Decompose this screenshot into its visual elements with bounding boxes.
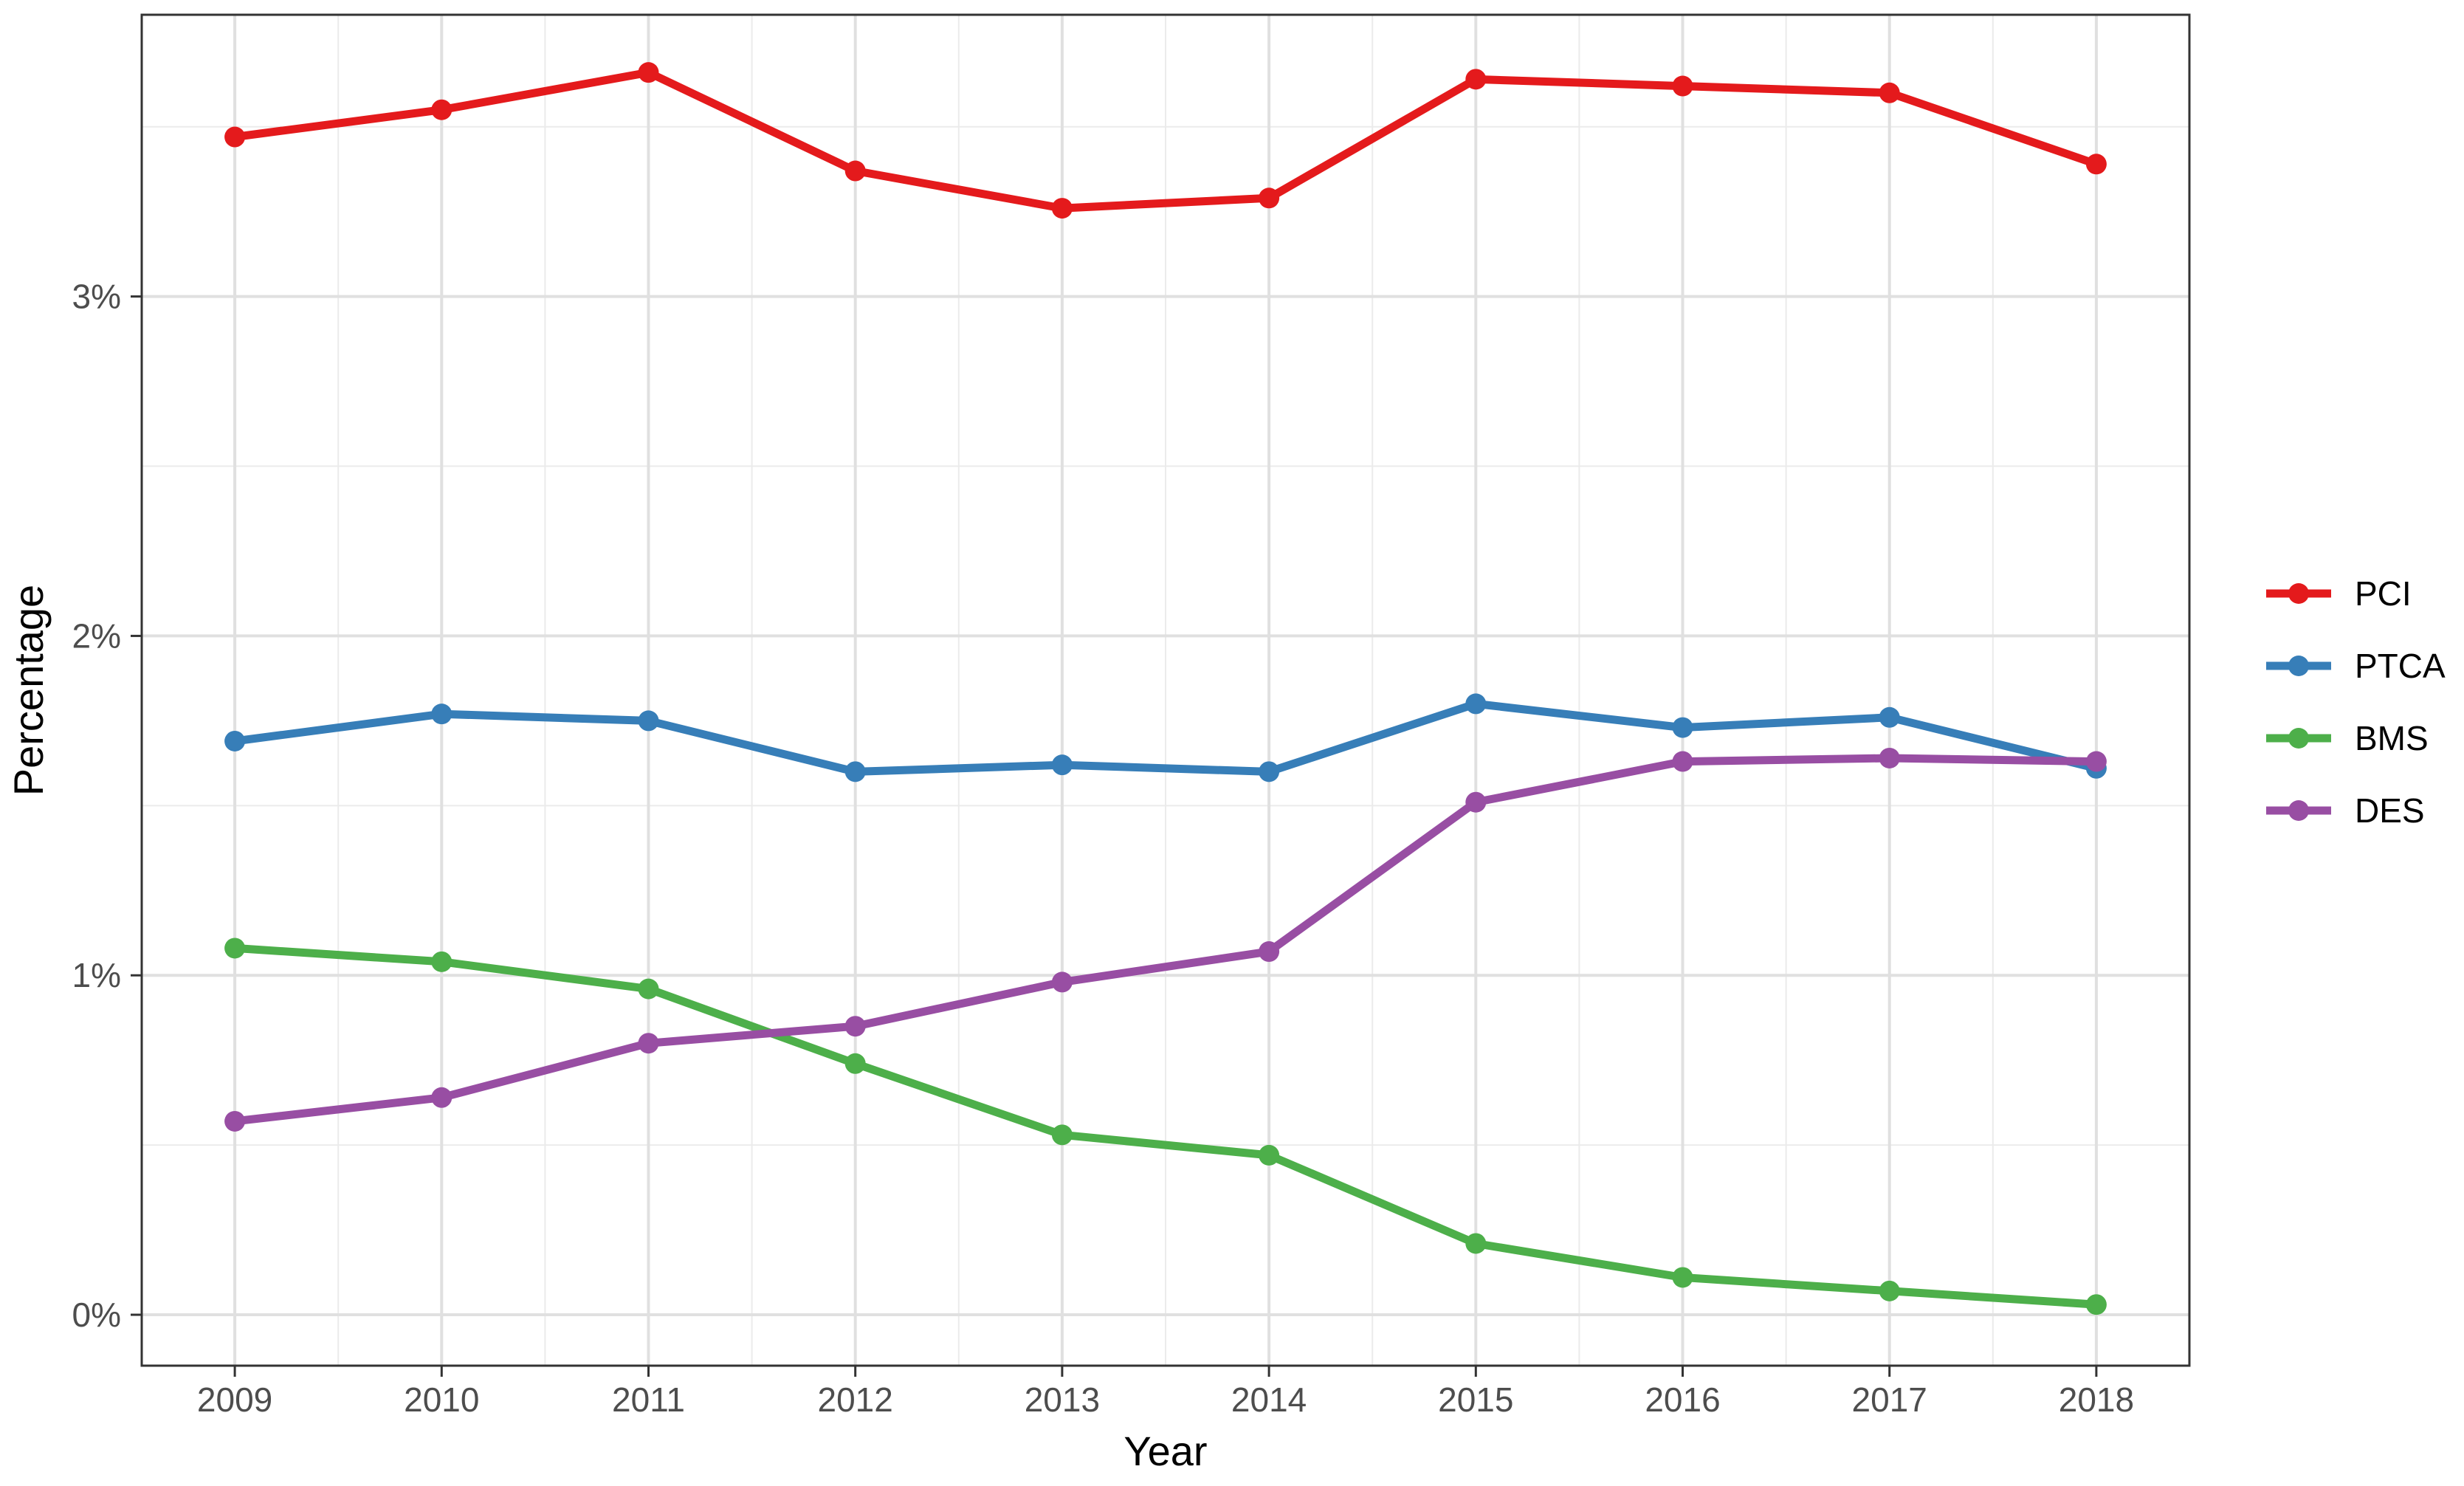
series-bms xyxy=(224,938,2107,1315)
data-point-des-2010 xyxy=(431,1087,452,1108)
data-point-ptca-2015 xyxy=(1465,693,1487,715)
data-point-pci-2011 xyxy=(638,62,659,83)
data-point-pci-2013 xyxy=(1051,198,1073,219)
series-des xyxy=(224,747,2107,1132)
data-point-ptca-2014 xyxy=(1259,761,1280,782)
data-point-pci-2014 xyxy=(1259,188,1280,209)
y-axis: 0% 1% 2% 3% xyxy=(72,278,142,1334)
series-line-ptca xyxy=(234,699,2098,776)
data-point-ptca-2013 xyxy=(1051,754,1073,776)
x-tick-label: 2016 xyxy=(1645,1380,1720,1419)
legend-label: PTCA xyxy=(2355,647,2446,685)
data-point-pci-2009 xyxy=(224,126,246,148)
x-tick-label: 2018 xyxy=(2059,1380,2134,1419)
data-point-des-2011 xyxy=(638,1033,659,1054)
series-line-des xyxy=(234,754,2096,1126)
data-point-bms-2010 xyxy=(431,951,452,972)
data-point-des-2018 xyxy=(2085,751,2107,772)
x-tick-label: 2015 xyxy=(1438,1380,1513,1419)
series-line-bms xyxy=(234,943,2097,1309)
legend-item-pci: PCI xyxy=(2266,574,2412,613)
panel-border xyxy=(140,13,2191,1367)
data-point-ptca-2012 xyxy=(844,761,866,782)
legend-item-ptca: PTCA xyxy=(2266,647,2446,685)
x-tick-label: 2012 xyxy=(818,1380,893,1419)
x-tick-label: 2010 xyxy=(404,1380,479,1419)
legend-item-bms: BMS xyxy=(2266,719,2429,757)
legend: PCI PTCA BMS DES xyxy=(2266,574,2446,830)
data-point-ptca-2011 xyxy=(638,710,659,732)
data-point-des-2013 xyxy=(1051,971,1073,993)
data-point-pci-2012 xyxy=(844,160,866,182)
data-point-ptca-2016 xyxy=(1672,717,1693,738)
legend-key-point xyxy=(2288,583,2309,604)
data-point-pci-2016 xyxy=(1672,75,1693,97)
data-point-des-2015 xyxy=(1465,791,1487,813)
x-tick-label: 2013 xyxy=(1025,1380,1100,1419)
x-tick-label: 2017 xyxy=(1852,1380,1927,1419)
y-tick-label: 0% xyxy=(72,1296,121,1334)
data-point-ptca-2009 xyxy=(224,730,246,751)
legend-label: DES xyxy=(2355,791,2425,830)
data-point-bms-2011 xyxy=(638,978,659,1000)
y-tick-label: 2% xyxy=(72,616,121,655)
y-tick-label: 3% xyxy=(72,278,121,316)
series-pci xyxy=(224,62,2107,219)
legend-label: BMS xyxy=(2355,719,2429,757)
data-point-bms-2014 xyxy=(1259,1144,1280,1166)
y-axis-title: Percentage xyxy=(5,585,52,796)
data-point-pci-2017 xyxy=(1879,82,1900,103)
x-axis-title: Year xyxy=(1123,1428,1207,1474)
legend-key-point xyxy=(2288,656,2309,676)
data-point-pci-2015 xyxy=(1465,69,1487,90)
data-point-bms-2009 xyxy=(224,938,246,959)
data-point-bms-2017 xyxy=(1879,1280,1900,1301)
legend-item-des: DES xyxy=(2266,791,2425,830)
x-axis: 2009 2010 2011 2012 2013 2014 2015 2016 2017 2018 xyxy=(197,1366,2134,1419)
legend-key-point xyxy=(2288,800,2309,821)
legend-key-point xyxy=(2288,728,2309,749)
data-point-des-2009 xyxy=(224,1110,246,1132)
data-point-des-2014 xyxy=(1259,941,1280,963)
data-point-bms-2012 xyxy=(844,1053,866,1074)
data-point-des-2012 xyxy=(844,1016,866,1037)
data-point-pci-2010 xyxy=(431,99,452,120)
data-point-bms-2015 xyxy=(1465,1233,1487,1254)
data-point-bms-2018 xyxy=(2085,1294,2107,1315)
data-point-ptca-2010 xyxy=(431,704,452,725)
x-tick-label: 2009 xyxy=(197,1380,272,1419)
data-point-des-2017 xyxy=(1879,747,1900,768)
data-point-des-2016 xyxy=(1672,751,1693,772)
legend-label: PCI xyxy=(2355,574,2412,613)
x-tick-label: 2014 xyxy=(1231,1380,1307,1419)
y-tick-label: 1% xyxy=(72,956,121,994)
plot-area xyxy=(140,13,2191,1367)
x-tick-label: 2011 xyxy=(612,1380,685,1419)
grid-minor-lines xyxy=(142,15,2189,1366)
data-point-bms-2013 xyxy=(1051,1124,1073,1146)
data-point-pci-2018 xyxy=(2085,154,2107,175)
series-line-pci xyxy=(234,68,2098,213)
series-layer xyxy=(224,62,2107,1315)
data-point-ptca-2017 xyxy=(1879,706,1900,728)
data-point-bms-2016 xyxy=(1672,1267,1693,1288)
